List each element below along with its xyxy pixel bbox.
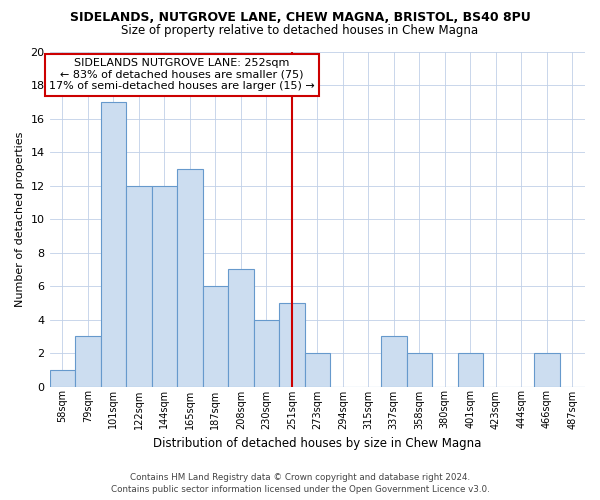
Bar	[279, 303, 305, 386]
Bar	[407, 353, 432, 386]
Y-axis label: Number of detached properties: Number of detached properties	[15, 132, 25, 306]
Bar	[177, 169, 203, 386]
Bar	[152, 186, 177, 386]
Bar	[381, 336, 407, 386]
Bar	[305, 353, 330, 386]
Bar	[534, 353, 560, 386]
X-axis label: Distribution of detached houses by size in Chew Magna: Distribution of detached houses by size …	[153, 437, 481, 450]
Text: SIDELANDS NUTGROVE LANE: 252sqm
← 83% of detached houses are smaller (75)
17% of: SIDELANDS NUTGROVE LANE: 252sqm ← 83% of…	[49, 58, 315, 92]
Bar	[75, 336, 101, 386]
Text: SIDELANDS, NUTGROVE LANE, CHEW MAGNA, BRISTOL, BS40 8PU: SIDELANDS, NUTGROVE LANE, CHEW MAGNA, BR…	[70, 11, 530, 24]
Bar	[458, 353, 483, 386]
Text: Size of property relative to detached houses in Chew Magna: Size of property relative to detached ho…	[121, 24, 479, 37]
Bar	[228, 270, 254, 386]
Bar	[126, 186, 152, 386]
Bar	[101, 102, 126, 387]
Bar	[254, 320, 279, 386]
Text: Contains HM Land Registry data © Crown copyright and database right 2024.
Contai: Contains HM Land Registry data © Crown c…	[110, 472, 490, 494]
Bar	[50, 370, 75, 386]
Bar	[203, 286, 228, 386]
